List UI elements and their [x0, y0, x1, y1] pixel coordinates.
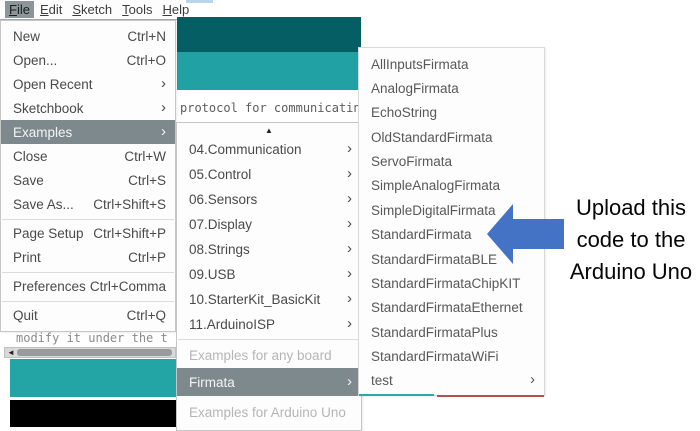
submenu-arrow-icon: › — [347, 290, 352, 307]
menu-header-arduino-uno: Examples for Arduino Uno — [189, 405, 346, 420]
firmata-menu: AllInputsFirmata AnalogFirmata EchoStrin… — [358, 47, 545, 396]
menu-item-new[interactable]: New Ctrl+N — [13, 28, 166, 44]
shortcut: Ctrl+S — [128, 173, 166, 188]
menu-item-05-control[interactable]: 05.Control › — [189, 165, 352, 182]
menu-item-standardfirmatable[interactable]: StandardFirmataBLE — [371, 251, 498, 267]
ide-console-band — [10, 400, 176, 427]
menu-item-echostring[interactable]: EchoString — [371, 105, 438, 121]
shortcut: Ctrl+Q — [126, 308, 166, 324]
menu-item-test[interactable]: test › — [371, 371, 535, 389]
annotation-line: Arduino Uno — [569, 259, 693, 284]
submenu-arrow-icon: › — [347, 165, 352, 182]
shortcut: Ctrl+Shift+P — [93, 226, 166, 242]
menubar-item-edit[interactable]: Edit — [39, 2, 63, 17]
submenu-arrow-icon: › — [347, 265, 352, 282]
examples-menu: ▲ 04.Communication › 05.Control › 06.Senso… — [176, 122, 362, 431]
menu-item-firmata[interactable]: Firmata › — [177, 368, 361, 396]
submenu-arrow-icon: › — [347, 140, 352, 157]
menu-item-10-starterkit[interactable]: 10.StarterKit_BasicKit › — [189, 290, 352, 307]
menu-item-page-setup[interactable]: Page Setup Ctrl+Shift+P — [13, 226, 166, 242]
menu-item-close[interactable]: Close Ctrl+W — [13, 148, 166, 164]
menu-item-preferences[interactable]: Preferences Ctrl+Comma — [13, 279, 166, 295]
menu-item-09-usb[interactable]: 09.USB › — [189, 265, 352, 282]
submenu-arrow-icon: › — [347, 215, 352, 232]
shortcut: Ctrl+N — [127, 28, 166, 44]
menu-item-allinputsfirmata[interactable]: AllInputsFirmata — [371, 56, 469, 72]
scroll-left-icon[interactable]: ◄ — [7, 348, 15, 357]
editor-code-line: protocol for communicatin — [180, 101, 361, 115]
scrollbar-thumb[interactable] — [17, 349, 172, 356]
ide-toolbar-band — [177, 52, 361, 90]
menubar: File Edit Sketch Tools Help — [0, 0, 189, 20]
submenu-arrow-icon: › — [347, 315, 352, 332]
menu-item-simpleanalogfirmata[interactable]: SimpleAnalogFirmata — [371, 178, 501, 194]
menu-item-examples[interactable]: Examples › — [1, 120, 175, 145]
submenu-arrow-icon: › — [530, 371, 535, 389]
menubar-item-file[interactable]: File — [5, 1, 34, 18]
shortcut: Ctrl+Shift+S — [93, 197, 166, 213]
ide-header-band — [177, 17, 361, 52]
submenu-arrow-icon: › — [161, 74, 166, 92]
menu-item-07-display[interactable]: 07.Display › — [189, 215, 352, 232]
submenu-arrow-icon: › — [161, 122, 166, 140]
editor-code-line: modify it under the t — [16, 331, 168, 345]
submenu-arrow-icon: › — [161, 98, 166, 116]
menu-item-08-strings[interactable]: 08.Strings › — [189, 240, 352, 257]
shortcut: Ctrl+Comma — [89, 279, 166, 295]
upload-arrow-icon — [487, 204, 564, 264]
menu-item-save[interactable]: Save Ctrl+S — [13, 173, 166, 188]
teal-underline — [359, 394, 434, 396]
menu-separator — [2, 218, 174, 220]
ide-status-band — [10, 359, 176, 397]
menu-item-standardfirmataethernet[interactable]: StandardFirmataEthernet — [371, 300, 523, 316]
menu-item-11-arduinoisp[interactable]: 11.ArduinoISP › — [189, 315, 352, 332]
menu-item-oldstandardfirmata[interactable]: OldStandardFirmata — [371, 129, 493, 145]
menu-item-06-sensors[interactable]: 06.Sensors › — [189, 190, 352, 207]
menu-item-standardfirmataplus[interactable]: StandardFirmataPlus — [371, 324, 498, 340]
menu-separator — [2, 300, 174, 302]
menu-item-standardfirmatawifi[interactable]: StandardFirmataWiFi — [371, 348, 499, 364]
menu-item-standardfirmata[interactable]: StandardFirmata — [371, 227, 472, 243]
shortcut: Ctrl+W — [124, 148, 166, 164]
menu-item-standardfirmatachipkit[interactable]: StandardFirmataChipKIT — [371, 275, 521, 291]
submenu-arrow-icon: › — [347, 190, 352, 207]
menu-item-analogfirmata[interactable]: AnalogFirmata — [371, 81, 459, 97]
menu-separator — [2, 271, 174, 273]
annotation-text: Upload this code to the Arduino Uno — [560, 192, 700, 288]
menu-item-print[interactable]: Print Ctrl+P — [13, 250, 166, 266]
menu-item-open[interactable]: Open... Ctrl+O — [13, 52, 166, 68]
horizontal-scrollbar[interactable]: ◄ — [4, 347, 176, 358]
menubar-item-help[interactable]: Help — [162, 2, 190, 17]
red-underline — [437, 395, 544, 397]
submenu-arrow-icon: › — [347, 372, 352, 390]
menu-item-sketchbook[interactable]: Sketchbook › — [13, 98, 166, 116]
menu-item-04-communication[interactable]: 04.Communication › — [189, 140, 352, 157]
shortcut: Ctrl+P — [128, 250, 166, 266]
scroll-up-icon: ▲ — [265, 125, 273, 135]
menu-item-servofirmata[interactable]: ServoFirmata — [371, 154, 453, 170]
menu-separator — [178, 339, 360, 340]
menu-item-save-as[interactable]: Save As... Ctrl+Shift+S — [13, 197, 166, 213]
shortcut: Ctrl+O — [126, 52, 166, 68]
annotation-line: code to the — [576, 227, 686, 252]
submenu-arrow-icon: › — [347, 240, 352, 257]
annotation-line: Upload this — [575, 195, 687, 220]
menu-scroll-up[interactable]: ▲ — [177, 123, 361, 137]
menubar-item-tools[interactable]: Tools — [122, 2, 153, 17]
menu-header-any-board: Examples for any board — [189, 347, 332, 363]
menu-item-quit[interactable]: Quit Ctrl+Q — [13, 308, 166, 324]
file-menu: New Ctrl+N Open... Ctrl+O Open Recent › Ske… — [0, 20, 176, 332]
screenshot-artifact — [186, 0, 213, 3]
menubar-item-sketch[interactable]: Sketch — [72, 2, 113, 17]
menu-item-simpledigitalfirmata[interactable]: SimpleDigitalFirmata — [371, 202, 496, 218]
menu-item-open-recent[interactable]: Open Recent › — [13, 74, 166, 92]
